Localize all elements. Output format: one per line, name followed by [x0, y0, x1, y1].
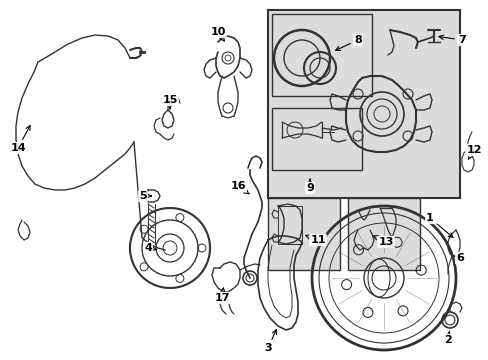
- Text: 2: 2: [443, 331, 451, 345]
- Bar: [267, 10, 459, 198]
- Bar: [267, 198, 339, 270]
- Text: 4: 4: [144, 243, 156, 253]
- Text: 8: 8: [335, 35, 361, 50]
- Bar: [271, 108, 361, 170]
- Text: 12: 12: [465, 145, 481, 159]
- Text: 17: 17: [214, 288, 229, 303]
- Bar: [347, 198, 419, 270]
- Text: 9: 9: [305, 179, 313, 193]
- Text: 11: 11: [305, 235, 325, 245]
- Text: 13: 13: [373, 236, 393, 247]
- Text: 5: 5: [139, 191, 151, 201]
- Text: 3: 3: [264, 330, 276, 353]
- Text: 14: 14: [10, 126, 30, 153]
- Text: 6: 6: [454, 253, 463, 263]
- Text: 15: 15: [162, 95, 177, 109]
- Text: 7: 7: [438, 35, 465, 45]
- Bar: [271, 14, 371, 96]
- Text: 1: 1: [425, 213, 452, 237]
- Text: 10: 10: [210, 27, 225, 41]
- Text: 16: 16: [230, 181, 248, 194]
